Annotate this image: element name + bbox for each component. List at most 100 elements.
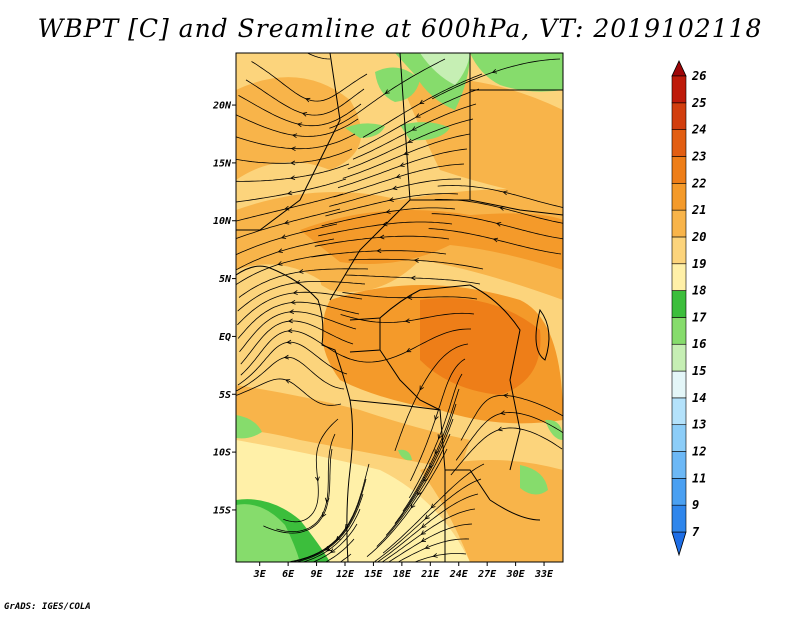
colorbar-swatch <box>671 156 687 184</box>
streamline-arrow <box>419 385 424 391</box>
streamline <box>236 253 332 286</box>
streamline <box>343 328 471 363</box>
lon-tick-label: 15E <box>364 569 383 580</box>
colorbar-label: 19 <box>692 257 706 271</box>
streamline <box>329 178 461 207</box>
streamline <box>263 448 333 534</box>
streamline <box>413 553 467 562</box>
lat-tick-label: 5S <box>219 390 231 401</box>
colorbar-label: 21 <box>691 203 706 217</box>
streamline-arrow <box>411 126 417 131</box>
streamline-arrow <box>421 523 427 529</box>
streamline <box>345 274 481 285</box>
colorbar-label: 18 <box>692 284 706 298</box>
latitude-axis: 20N 15N 10N 5N EQ 5S 10S 15S <box>212 101 236 516</box>
streamline-arrow <box>382 221 388 227</box>
colorbar-min-arrow <box>671 531 687 557</box>
streamline-arrow <box>399 162 405 167</box>
streamline <box>432 58 561 100</box>
streamline <box>236 356 345 392</box>
colorbar-label: 26 <box>691 69 706 83</box>
colorbar-swatch <box>671 209 687 238</box>
streamline-arrow <box>410 503 416 509</box>
streamline-arrow <box>407 138 413 143</box>
streamline-arrow <box>492 237 499 243</box>
streamline-arrow <box>322 512 327 518</box>
colorbar-swatch <box>671 102 687 130</box>
streamline <box>333 163 465 198</box>
streamline <box>382 463 485 554</box>
wbpt-field <box>236 53 563 562</box>
colorbar-label: 7 <box>692 525 700 539</box>
streamline <box>347 118 474 170</box>
colorbar-label: 13 <box>692 418 706 432</box>
streamline-arrow <box>284 379 291 384</box>
streamline <box>366 448 448 558</box>
streamline-arrow <box>296 122 303 128</box>
streamline <box>402 388 460 512</box>
streamline-arrow <box>315 476 320 482</box>
streamline-arrow <box>502 190 508 196</box>
streamline <box>318 221 453 237</box>
streamline-arrow <box>384 89 390 95</box>
streamline-arrow <box>280 234 287 239</box>
streamline <box>236 193 344 222</box>
streamline <box>394 343 469 452</box>
streamline <box>251 61 368 102</box>
streamline <box>325 193 459 217</box>
streamline <box>236 223 338 256</box>
streamline <box>236 114 359 137</box>
streamline <box>237 291 363 326</box>
streamline <box>321 207 456 227</box>
colorbar-swatch <box>671 290 687 318</box>
streamline <box>239 311 357 352</box>
streamline-arrow <box>287 328 293 334</box>
streamline <box>460 394 563 441</box>
colorbar-label: 16 <box>692 337 706 351</box>
streamline <box>362 73 483 138</box>
streamline <box>342 133 471 179</box>
colorbar-label: 25 <box>691 96 706 110</box>
colorbar-swatch <box>671 424 687 452</box>
streamline-arrow <box>495 222 502 227</box>
streamline-arrow <box>335 535 341 541</box>
streamline <box>348 258 484 270</box>
lon-tick-label: 9E <box>311 569 324 580</box>
streamline-arrow <box>290 160 296 166</box>
colorbar-swatch <box>671 75 687 104</box>
streamline-arrow <box>283 220 290 225</box>
streamline-arrow <box>277 261 283 266</box>
streamline <box>240 320 354 365</box>
colorbar-label: 22 <box>691 176 706 190</box>
streamline-arrow <box>379 234 385 240</box>
streamline-arrow <box>326 546 332 552</box>
streamline <box>236 133 356 150</box>
streamline-arrow <box>503 393 509 398</box>
colorbar: 7 9 11 12 13 14 15 16 17 18 19 20 21 22 23 24 25 26 <box>671 60 707 557</box>
streamline <box>237 341 348 386</box>
streamline-arrow <box>434 415 439 421</box>
lat-tick-label: 20N <box>212 101 232 112</box>
colorbar-label: 11 <box>692 471 706 485</box>
streamline-arrow <box>413 258 419 263</box>
lon-tick-label: 3E <box>253 569 267 580</box>
streamline-arrow <box>388 197 394 202</box>
streamline-arrow <box>287 190 293 196</box>
colorbar-swatch <box>671 370 687 399</box>
streamline-arrow <box>424 544 430 549</box>
streamline-arrow <box>301 112 308 117</box>
lon-tick-label: 18E <box>393 569 412 580</box>
streamline-arrow <box>289 175 296 180</box>
streamline <box>312 523 358 562</box>
streamline <box>236 378 342 406</box>
streamline <box>381 508 476 562</box>
lat-tick-label: EQ <box>219 332 231 343</box>
streamline <box>337 148 468 189</box>
streamline-arrow <box>420 530 426 535</box>
grads-credit: GrADS: IGES/COLA <box>4 602 91 612</box>
streamline <box>324 538 355 562</box>
streamline <box>283 418 339 523</box>
streamline <box>394 403 457 524</box>
colorbar-swatch <box>671 263 687 291</box>
